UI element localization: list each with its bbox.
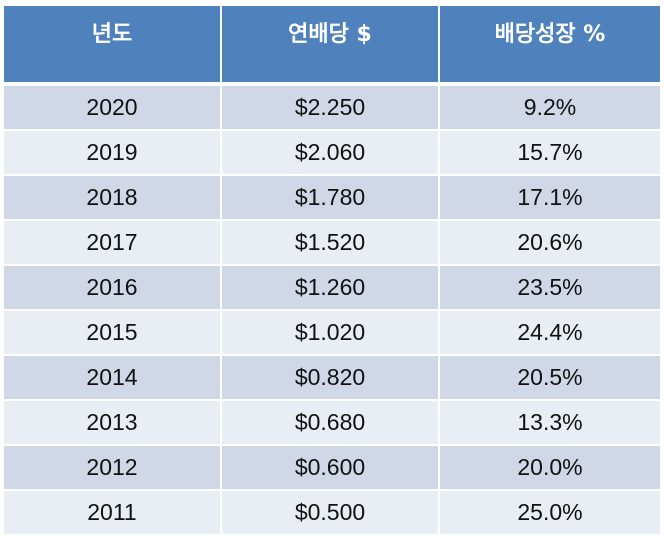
table-row: 2011 $0.500 25.0% (4, 491, 660, 534)
cell-year: 2018 (4, 176, 220, 219)
header-dividend-growth: 배당성장 % (440, 6, 660, 82)
cell-year: 2019 (4, 131, 220, 174)
table-row: 2014 $0.820 20.5% (4, 356, 660, 401)
cell-growth: 17.1% (440, 176, 660, 219)
cell-year: 2014 (4, 356, 220, 399)
cell-growth: 15.7% (440, 131, 660, 174)
column-divider (220, 356, 222, 399)
column-divider (438, 176, 440, 219)
cell-year: 2017 (4, 221, 220, 264)
cell-dividend: $0.680 (222, 401, 438, 444)
column-divider (220, 176, 222, 219)
column-divider (438, 401, 440, 444)
column-divider (220, 311, 222, 354)
table-row: 2018 $1.780 17.1% (4, 176, 660, 221)
cell-dividend: $2.250 (222, 86, 438, 129)
cell-growth: 20.0% (440, 446, 660, 489)
table-body: 2020 $2.250 9.2% 2019 $2.060 15.7% 2018 … (4, 86, 660, 534)
cell-dividend: $0.500 (222, 491, 438, 534)
dividend-table: 년도 연배당 $ 배당성장 % 2020 $2.250 9.2% 2019 $2… (4, 6, 660, 534)
column-divider (220, 491, 222, 534)
table-row: 2020 $2.250 9.2% (4, 86, 660, 131)
column-divider (220, 221, 222, 264)
cell-year: 2011 (4, 491, 220, 534)
table-row: 2017 $1.520 20.6% (4, 221, 660, 266)
cell-growth: 25.0% (440, 491, 660, 534)
cell-growth: 20.6% (440, 221, 660, 264)
cell-growth: 20.5% (440, 356, 660, 399)
cell-dividend: $1.780 (222, 176, 438, 219)
cell-growth: 13.3% (440, 401, 660, 444)
cell-dividend: $1.260 (222, 266, 438, 309)
cell-year: 2015 (4, 311, 220, 354)
table-row: 2019 $2.060 15.7% (4, 131, 660, 176)
cell-year: 2012 (4, 446, 220, 489)
column-divider (220, 86, 222, 129)
cell-year: 2020 (4, 86, 220, 129)
column-divider (438, 446, 440, 489)
table-row: 2016 $1.260 23.5% (4, 266, 660, 311)
column-divider (438, 266, 440, 309)
header-annual-dividend: 연배당 $ (222, 6, 438, 82)
column-divider (438, 86, 440, 129)
cell-dividend: $2.060 (222, 131, 438, 174)
cell-growth: 23.5% (440, 266, 660, 309)
header-divider (4, 82, 660, 86)
column-divider (438, 6, 440, 82)
cell-dividend: $0.820 (222, 356, 438, 399)
table-row: 2012 $0.600 20.0% (4, 446, 660, 491)
table-row: 2015 $1.020 24.4% (4, 311, 660, 356)
column-divider (438, 356, 440, 399)
column-divider (220, 6, 222, 82)
cell-year: 2013 (4, 401, 220, 444)
column-divider (438, 131, 440, 174)
cell-year: 2016 (4, 266, 220, 309)
header-year: 년도 (4, 6, 220, 82)
cell-growth: 24.4% (440, 311, 660, 354)
cell-dividend: $0.600 (222, 446, 438, 489)
cell-dividend: $1.020 (222, 311, 438, 354)
column-divider (220, 446, 222, 489)
column-divider (220, 401, 222, 444)
cell-growth: 9.2% (440, 86, 660, 129)
column-divider (438, 311, 440, 354)
column-divider (438, 221, 440, 264)
cell-dividend: $1.520 (222, 221, 438, 264)
column-divider (220, 266, 222, 309)
column-divider (438, 491, 440, 534)
column-divider (220, 131, 222, 174)
table-row: 2013 $0.680 13.3% (4, 401, 660, 446)
